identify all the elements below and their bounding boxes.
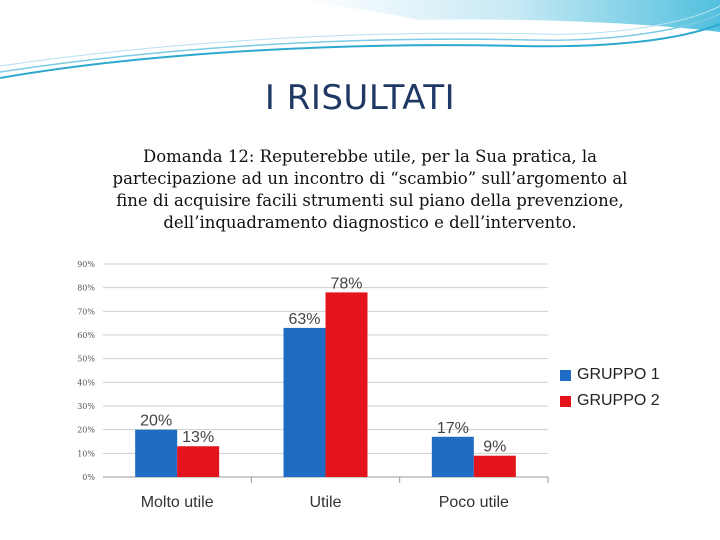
bar-value-label: 63% — [288, 311, 320, 328]
y-tick-label: 30% — [77, 402, 95, 411]
question-line: fine di acquisire facili strumenti sul p… — [116, 191, 624, 210]
y-tick-label: 60% — [77, 331, 95, 340]
header-wave-decoration — [0, 0, 720, 79]
question-line: dell’inquadramento diagnostico e dell’in… — [163, 213, 577, 232]
bar-value-label: 13% — [182, 429, 214, 446]
y-tick-label: 70% — [77, 307, 95, 316]
x-category-label: Utile — [309, 494, 341, 511]
y-tick-label: 10% — [77, 449, 95, 458]
y-tick-label: 40% — [77, 378, 95, 387]
bar — [325, 292, 368, 477]
legend-item: GRUPPO 2 — [560, 388, 660, 414]
chart-legend: GRUPPO 1 GRUPPO 2 — [560, 362, 660, 414]
legend-swatch — [560, 395, 571, 407]
x-category-label: Molto utile — [141, 494, 214, 511]
legend-item: GRUPPO 1 — [560, 362, 660, 388]
bar — [177, 446, 220, 477]
legend-label: GRUPPO 1 — [577, 366, 660, 383]
bar-chart: 0% 10% 20% 30% 40% 50% 60% 70% 80% 90% 20% 13% Molto… — [77, 260, 549, 511]
y-tick-label: 0% — [82, 473, 95, 482]
legend-swatch — [560, 369, 571, 381]
x-category-label: Poco utile — [439, 494, 509, 511]
question-line: Domanda 12: Reputerebbe utile, per la Su… — [142, 147, 598, 166]
bar — [135, 429, 178, 477]
y-tick-label: 20% — [77, 426, 95, 435]
question-line: partecipazione ad un incontro di “scambi… — [112, 169, 628, 188]
bar-value-label: 17% — [437, 420, 469, 437]
bar — [431, 436, 474, 477]
bar-value-label: 78% — [330, 275, 362, 292]
legend-label: GRUPPO 2 — [577, 392, 660, 409]
y-tick-label: 50% — [77, 355, 95, 364]
slide-title: I RISULTATI — [264, 78, 456, 118]
bar — [283, 327, 326, 477]
question-text: Domanda 12: Reputerebbe utile, per la Su… — [70, 146, 670, 234]
y-tick-label: 90% — [77, 260, 95, 269]
bar — [473, 455, 516, 477]
bar-value-label: 20% — [140, 413, 172, 430]
bar-value-label: 9% — [483, 439, 506, 456]
y-tick-label: 80% — [77, 284, 95, 293]
